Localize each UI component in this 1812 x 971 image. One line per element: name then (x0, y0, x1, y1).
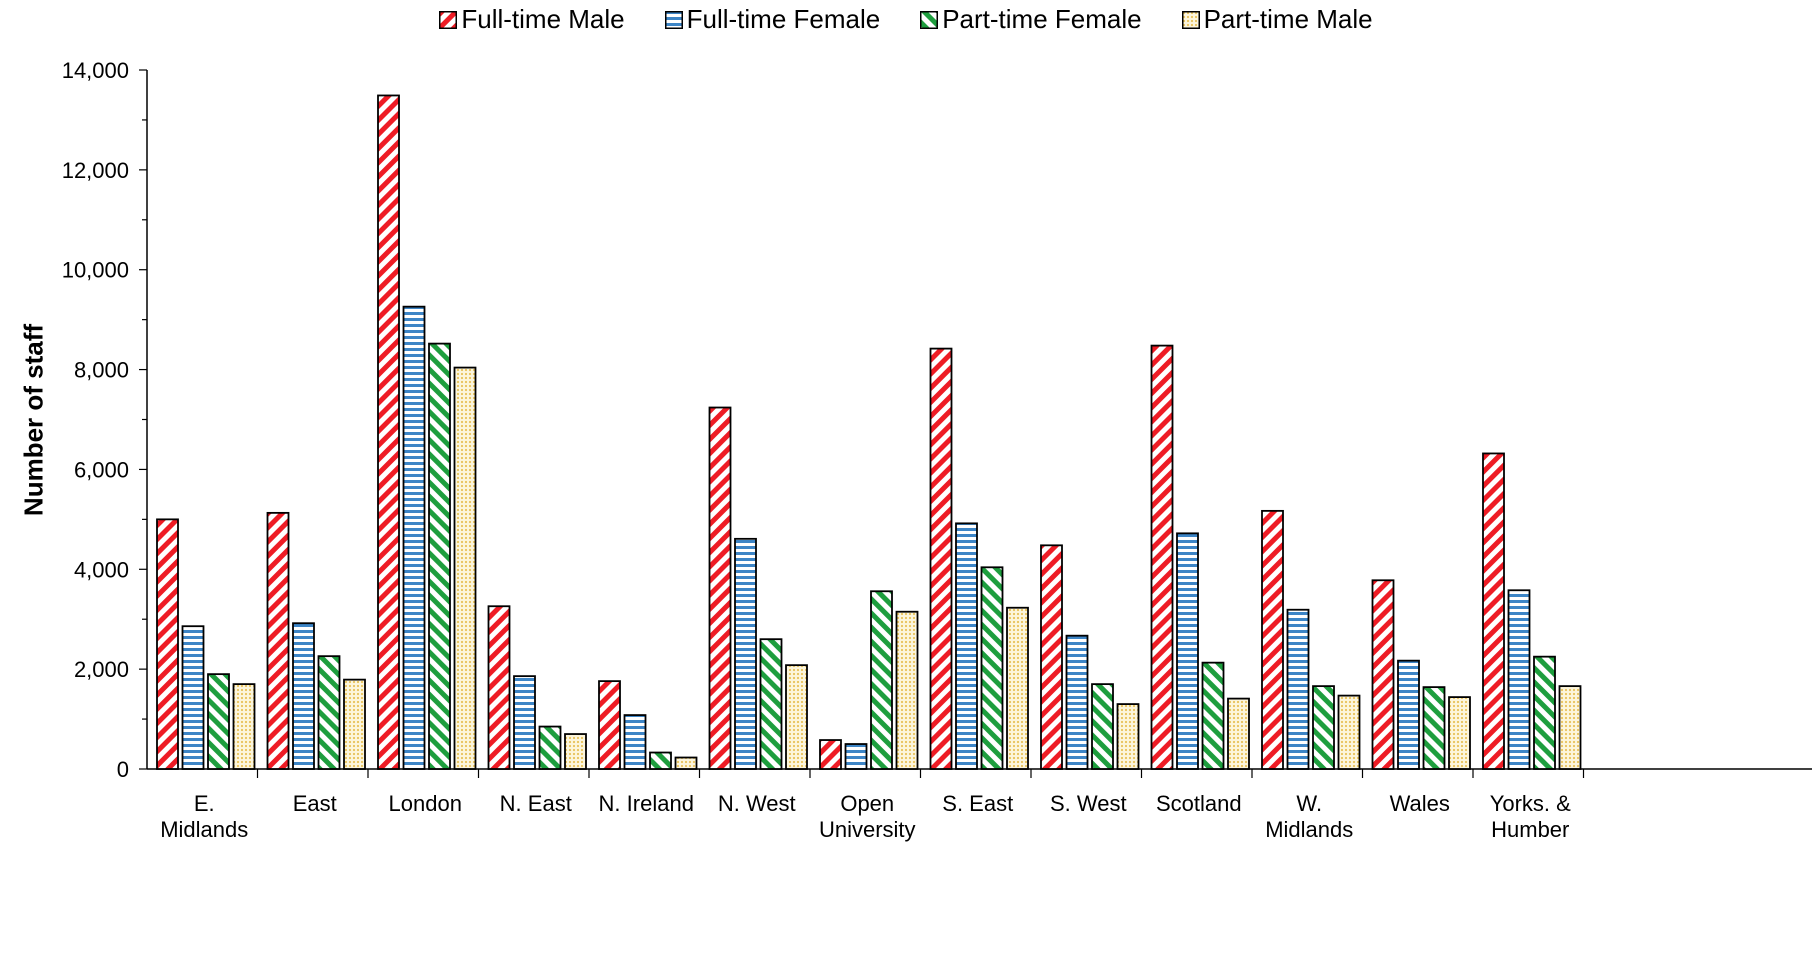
x-tick-label: S. West (1050, 791, 1127, 816)
x-tick-label: N. West (718, 791, 796, 816)
bar-part-time-male (1337, 694, 1361, 770)
bar-part-time-female (207, 673, 230, 770)
bar-full-time-female (844, 743, 868, 770)
bar-part-time-female (1091, 683, 1114, 770)
y-tick-label: 2,000 (74, 657, 129, 682)
y-tick-label: 12,000 (62, 158, 129, 183)
bar-full-time-male (1371, 579, 1395, 770)
bar-part-time-male (1116, 703, 1140, 770)
x-tick-label: W. Midlands (1265, 791, 1353, 842)
bar-part-time-female (1312, 685, 1335, 770)
bar-part-time-female (649, 751, 672, 770)
legend-swatch-part-time-male (1181, 10, 1200, 29)
x-tick-label: N. East (500, 791, 572, 816)
x-tick-label: Yorks. & Humber (1490, 791, 1571, 842)
bar-full-time-female (513, 675, 536, 770)
x-tick-label: S. East (942, 791, 1013, 816)
legend-label: Full-time Female (686, 4, 881, 34)
bar-part-time-female (1422, 686, 1446, 770)
bar-part-time-female (1533, 655, 1556, 770)
legend-item-full-time-male: Full-time Male (439, 4, 625, 35)
bar-full-time-male (1261, 509, 1284, 770)
bar-full-time-male (1040, 544, 1063, 770)
bar-full-time-female (1286, 608, 1310, 770)
y-tick-label: 6,000 (74, 457, 129, 482)
legend-label: Full-time Male (461, 4, 625, 34)
x-tick-label: London (389, 791, 462, 816)
y-tick-label: 4,000 (74, 557, 129, 582)
bar-full-time-female (292, 622, 315, 770)
legend-label: Part-time Female (942, 4, 1142, 34)
legend-item-part-time-male: Part-time Male (1181, 4, 1373, 35)
bar-full-time-male (377, 94, 400, 770)
bar-full-time-male (156, 518, 179, 770)
bar-part-time-male (564, 733, 587, 770)
bar-part-time-male (343, 678, 366, 770)
bar-full-time-female (181, 625, 205, 770)
y-tick-label: 10,000 (62, 258, 129, 283)
bar-full-time-male (1482, 452, 1505, 770)
legend-swatch-part-time-female (920, 10, 939, 29)
x-tick-label: East (293, 791, 337, 816)
bar-part-time-male (1448, 696, 1471, 770)
bar-part-time-male (1006, 606, 1029, 770)
x-tick-label: Open University (819, 791, 916, 842)
bar-full-time-male (487, 605, 511, 770)
bar-full-time-male (266, 511, 290, 770)
x-tick-label: N. Ireland (599, 791, 694, 816)
x-tick-label: Scotland (1156, 791, 1242, 816)
bar-full-time-female (734, 537, 757, 770)
legend-item-part-time-female: Part-time Female (920, 4, 1142, 35)
bar-full-time-male (708, 406, 732, 770)
bars (156, 94, 1582, 770)
legend-swatch-full-time-female (664, 10, 683, 29)
bar-part-time-male (895, 610, 919, 770)
bar-full-time-female (1397, 659, 1420, 770)
legend: Full-time Male Full-time Female Part-tim… (0, 4, 1812, 35)
bar-full-time-male (1150, 344, 1174, 770)
bar-part-time-female (428, 342, 451, 770)
bar-part-time-male (785, 664, 808, 770)
bar-full-time-male (598, 680, 621, 770)
bar-part-time-female (538, 725, 562, 770)
x-tick-label: Wales (1390, 791, 1450, 816)
bar-part-time-male (674, 756, 698, 770)
bar-part-time-female (1201, 661, 1225, 770)
y-tick-label: 0 (117, 757, 129, 782)
bar-full-time-male (819, 739, 842, 770)
legend-swatch-full-time-male (439, 10, 458, 29)
legend-item-full-time-female: Full-time Female (664, 4, 881, 35)
bar-part-time-female (317, 655, 341, 770)
y-tick-label: 8,000 (74, 358, 129, 383)
legend-label: Part-time Male (1203, 4, 1373, 34)
bar-part-time-female (980, 566, 1004, 770)
bar-full-time-female (1507, 589, 1531, 770)
bar-part-time-female (759, 638, 783, 770)
bar-part-time-male (232, 683, 256, 770)
bar-full-time-female (1065, 634, 1089, 770)
y-tick-label: 14,000 (62, 58, 129, 83)
bar-part-time-male (1558, 685, 1582, 770)
bar-full-time-female (623, 714, 647, 770)
bar-full-time-male (929, 347, 953, 770)
bar-full-time-female (955, 522, 978, 770)
bar-full-time-female (1176, 532, 1199, 770)
bar-part-time-female (870, 590, 893, 770)
bar-part-time-male (1227, 697, 1250, 770)
x-tick-label: E. Midlands (160, 791, 248, 842)
bar-part-time-male (453, 366, 477, 770)
x-tick-labels: E. Midlands East London N. East N. Ireland N. … (160, 791, 1571, 842)
bar-full-time-female (402, 305, 426, 770)
